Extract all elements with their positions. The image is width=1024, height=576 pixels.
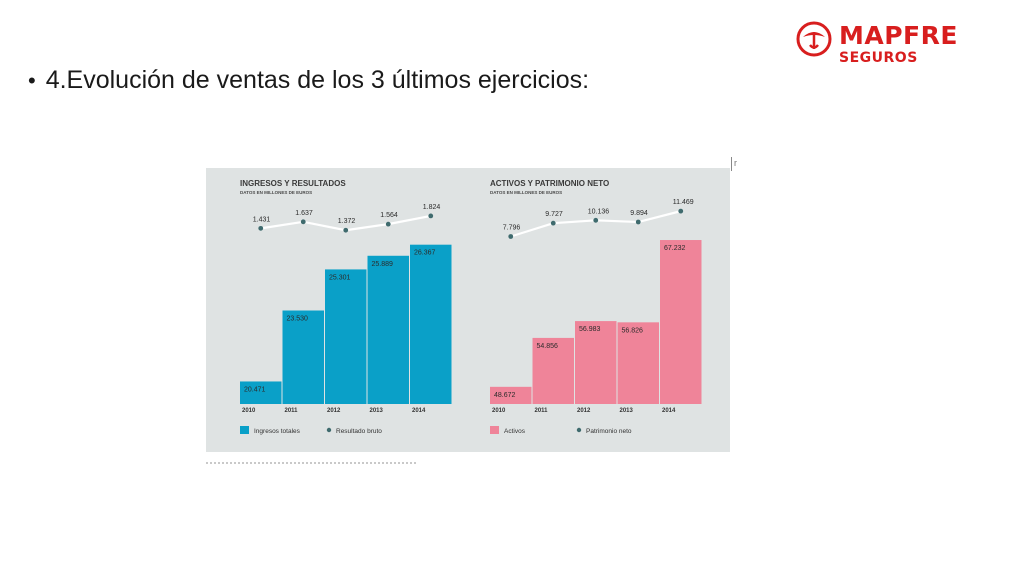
line-point bbox=[300, 219, 306, 225]
x-tick-label: 2010 bbox=[492, 408, 506, 414]
chart-title: ACTIVOS Y PATRIMONIO NETO bbox=[490, 179, 609, 188]
bar bbox=[660, 240, 702, 404]
bullet-point: • bbox=[28, 67, 36, 93]
line-point bbox=[593, 217, 599, 223]
line-point bbox=[678, 208, 684, 214]
legend-label: Patrimonio neto bbox=[586, 428, 632, 435]
charts-svg: INGRESOS Y RESULTADOS DATOS EN MILLONES D… bbox=[240, 179, 702, 435]
legend-label: Ingresos totales bbox=[254, 428, 301, 435]
logo-wordmark: MAPFRE bbox=[839, 21, 958, 50]
bar-value-label: 23.530 bbox=[287, 316, 309, 323]
line-value-label: 7.796 bbox=[503, 225, 521, 232]
legend-label: Activos bbox=[504, 428, 526, 435]
legend-label: Resultado bruto bbox=[336, 428, 382, 435]
x-tick-label: 2010 bbox=[242, 408, 256, 414]
x-tick-label: 2014 bbox=[662, 408, 676, 414]
bar bbox=[575, 321, 617, 404]
line-value-label: 1.637 bbox=[295, 210, 313, 217]
x-tick-label: 2012 bbox=[577, 408, 591, 414]
mapfre-emblem-icon bbox=[796, 21, 832, 57]
x-tick-label: 2014 bbox=[412, 408, 426, 414]
bar bbox=[532, 337, 574, 404]
bar-value-label: 20.471 bbox=[244, 386, 266, 393]
x-tick-label: 2013 bbox=[370, 408, 384, 414]
bar-value-label: 26.367 bbox=[414, 250, 436, 257]
line-value-label: 9.894 bbox=[630, 210, 648, 217]
bar bbox=[367, 255, 409, 404]
x-tick-label: 2013 bbox=[620, 408, 634, 414]
slide-title-line: • 4.Evolución de ventas de los 3 últimos… bbox=[28, 66, 589, 95]
line-value-label: 1.564 bbox=[380, 212, 398, 219]
bar-value-label: 54.856 bbox=[537, 343, 559, 350]
chart-subtitle: DATOS EN MILLONES DE EUROS bbox=[240, 190, 312, 195]
x-tick-label: 2012 bbox=[327, 408, 341, 414]
bar-value-label: 67.232 bbox=[664, 245, 686, 252]
bar bbox=[325, 269, 367, 404]
bar bbox=[240, 381, 282, 404]
charts-panel: INGRESOS Y RESULTADOS DATOS EN MILLONES D… bbox=[206, 168, 730, 452]
line-value-label: 9.727 bbox=[545, 211, 563, 218]
line-point bbox=[258, 225, 264, 231]
bar bbox=[282, 310, 324, 404]
legend-swatch bbox=[490, 426, 499, 434]
bar bbox=[617, 322, 659, 404]
line-value-label: 1.431 bbox=[253, 216, 271, 223]
line-value-label: 10.136 bbox=[588, 208, 610, 215]
line-point bbox=[385, 221, 391, 227]
bar-value-label: 25.301 bbox=[329, 274, 351, 281]
line-point bbox=[508, 234, 514, 239]
line-point bbox=[550, 220, 556, 226]
x-tick-label: 2011 bbox=[535, 408, 549, 414]
bar bbox=[490, 386, 532, 404]
bar bbox=[410, 244, 452, 404]
line-value-label: 1.372 bbox=[338, 218, 356, 225]
chart-subtitle: DATOS EN MILLONES DE EUROS bbox=[490, 190, 562, 195]
line-value-label: 1.824 bbox=[423, 204, 441, 211]
bar-value-label: 25.889 bbox=[372, 261, 394, 268]
corner-mark: r bbox=[731, 157, 744, 171]
chart-title: INGRESOS Y RESULTADOS bbox=[240, 179, 346, 188]
line-point bbox=[428, 213, 434, 219]
logo-subtitle: SEGUROS bbox=[839, 50, 918, 66]
legend-dot bbox=[576, 427, 582, 433]
bar-value-label: 48.672 bbox=[494, 392, 516, 399]
legend-swatch bbox=[240, 426, 249, 434]
mapfre-logo: MAPFRE SEGUROS bbox=[794, 17, 972, 67]
legend-dot bbox=[326, 427, 332, 433]
line-point bbox=[635, 219, 641, 225]
line-point bbox=[343, 227, 349, 233]
source-note-line bbox=[206, 457, 416, 464]
slide-title: 4.Evolución de ventas de los 3 últimos e… bbox=[45, 66, 590, 94]
bar-value-label: 56.983 bbox=[579, 326, 601, 333]
line-value-label: 11.469 bbox=[673, 199, 694, 206]
x-tick-label: 2011 bbox=[285, 408, 299, 414]
bar-value-label: 56.826 bbox=[622, 327, 644, 334]
